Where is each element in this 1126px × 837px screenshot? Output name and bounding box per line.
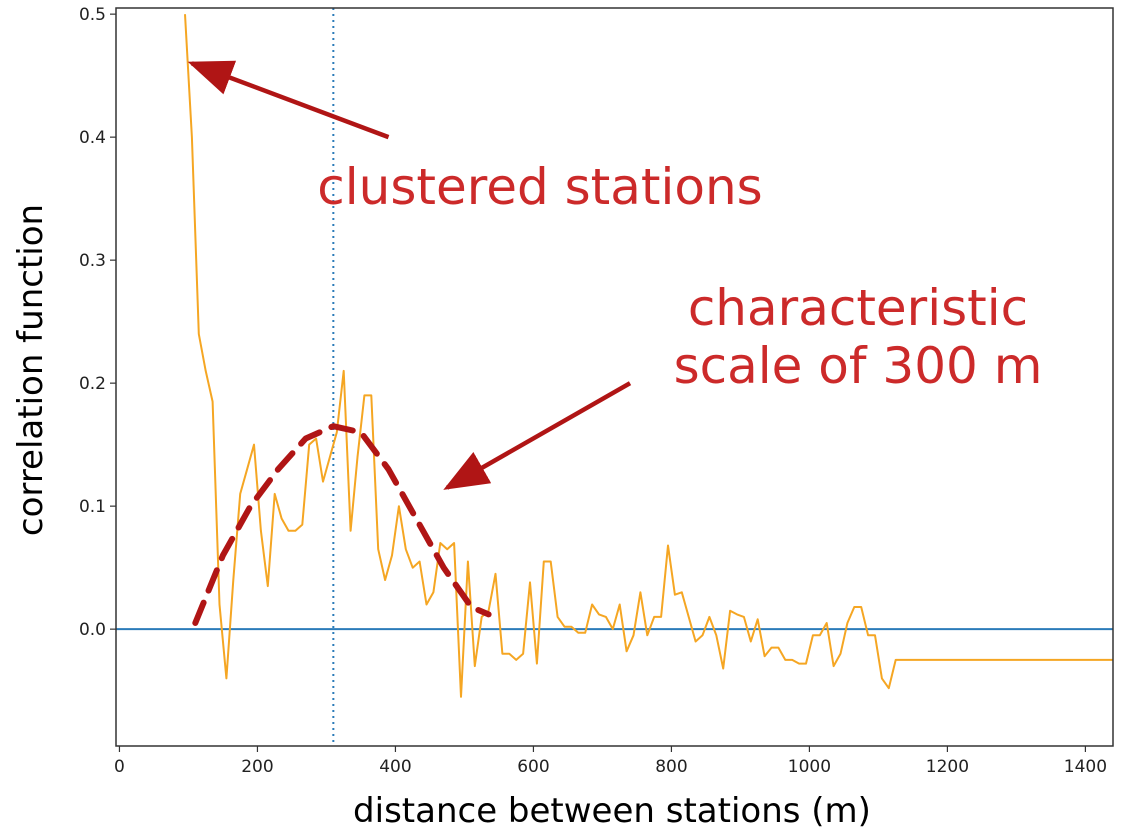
plot-frame [115, 7, 1114, 747]
y-tick-label: 0.2 [79, 374, 106, 394]
annotation-text: clustered stations [317, 158, 762, 216]
annotation-text: characteristic scale of 300 m [674, 279, 1043, 395]
x-tick-label: 400 [379, 757, 411, 777]
x-tick-label: 0 [114, 757, 125, 777]
annotation-arrow [187, 60, 390, 140]
x-tick-label: 200 [241, 757, 273, 777]
y-tick-label: 0.5 [79, 5, 106, 25]
x-tick-label: 1400 [1064, 757, 1107, 777]
x-tick-label: 1000 [788, 757, 831, 777]
x-tick-label: 800 [655, 757, 687, 777]
y-axis-label: correlation function [11, 204, 51, 536]
x-tick-label: 600 [517, 757, 549, 777]
annotation-arrow [443, 381, 632, 490]
y-tick-label: 0.0 [79, 620, 106, 640]
y-tick-label: 0.3 [79, 251, 106, 271]
fitted-curve-line [192, 423, 492, 626]
correlation-series-line [184, 14, 1113, 698]
x-tick-label: 1200 [926, 757, 969, 777]
y-tick-label: 0.4 [79, 128, 106, 148]
x-axis-label: distance between stations (m) [353, 791, 871, 831]
y-tick-label: 0.1 [79, 497, 106, 517]
